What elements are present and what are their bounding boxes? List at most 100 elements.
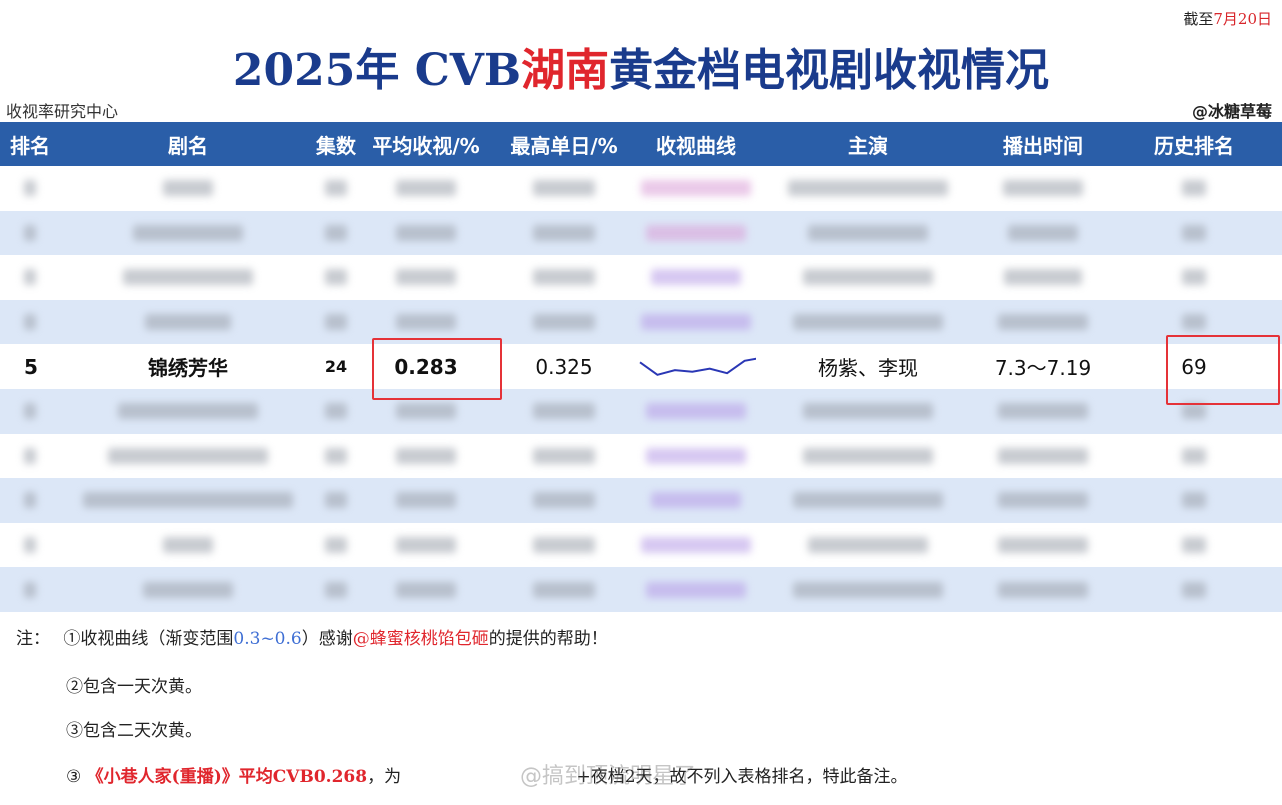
col-curve: 收视曲线: [656, 133, 736, 158]
as-of-date: 截至7月20日: [1183, 10, 1272, 28]
table-row: [0, 166, 1282, 211]
blurred-cell: [803, 403, 933, 420]
history-rank-highlight-box: [1166, 335, 1280, 405]
curve-cell: [636, 344, 756, 389]
table-row: [0, 388, 1282, 434]
note-2: ②包含一天次黄。: [66, 677, 202, 697]
col-history: 历史排名: [1154, 133, 1234, 158]
blurred-cell: [998, 314, 1088, 331]
blurred-curve: [646, 224, 746, 241]
title-suffix: 黄金档电视剧收视情况: [609, 45, 1050, 96]
blurred-cell: [533, 537, 595, 554]
blurred-cell: [24, 403, 36, 420]
col-rank: 排名: [10, 133, 50, 158]
blurred-cell: [133, 224, 243, 241]
blurred-cell: [24, 447, 36, 464]
blurred-cell: [808, 537, 928, 554]
blurred-cell: [808, 224, 928, 241]
title-prefix: 2025年 CVB: [232, 45, 522, 96]
episodes-cell: 24: [324, 357, 348, 377]
blurred-curve: [651, 269, 741, 286]
note-4: ③ 《小巷人家(重播)》平均CVB0.268，为 +夜档2天，故不列入表格排名，…: [66, 767, 908, 787]
blurred-curve: [641, 537, 751, 554]
title-region: 湖南: [521, 45, 610, 96]
blurred-cell: [24, 537, 36, 554]
blurred-cell: [533, 224, 595, 241]
blurred-cell: [1182, 314, 1206, 331]
blurred-cell: [1008, 224, 1078, 241]
source-label: 收视率研究中心: [6, 102, 119, 121]
blurred-curve: [646, 581, 746, 598]
blurred-cell: [1182, 269, 1206, 286]
col-max: 最高单日/%: [510, 133, 618, 158]
blurred-cell: [163, 537, 213, 554]
blurred-cell: [325, 224, 347, 241]
blurred-cell: [998, 581, 1088, 598]
blurred-cell: [793, 492, 943, 509]
blurred-cell: [1182, 537, 1206, 554]
blurred-cell: [788, 180, 948, 197]
blurred-cell: [533, 314, 595, 331]
blurred-cell: [1182, 224, 1206, 241]
table-row: [0, 523, 1282, 568]
blurred-cell: [998, 403, 1088, 420]
blurred-cell: [396, 447, 456, 464]
title-cell: 锦绣芳华: [148, 356, 228, 381]
blurred-cell: [1182, 581, 1206, 598]
blurred-cell: [998, 447, 1088, 464]
blurred-cell: [108, 447, 268, 464]
table-header: 排名 剧名 集数 平均收视/% 最高单日/% 收视曲线 主演 播出时间 历史排名: [0, 122, 1282, 166]
blurred-cell: [1182, 492, 1206, 509]
rank-cell: 5: [24, 354, 38, 379]
blurred-cell: [533, 269, 595, 286]
history-rank-cell: 69: [1181, 354, 1207, 379]
table-row-highlight: 5 锦绣芳华 24 0.283 0.325 杨紫、李现 7.3～7.19 69: [0, 344, 1282, 389]
blurred-cell: [793, 581, 943, 598]
blurred-cell: [325, 403, 347, 420]
max-daily-cell: 0.325: [535, 354, 593, 379]
ratings-table: 排名 剧名 集数 平均收视/% 最高单日/% 收视曲线 主演 播出时间 历史排名: [0, 122, 1282, 612]
blurred-cell: [1004, 269, 1082, 286]
blurred-cell: [396, 269, 456, 286]
table-row: [0, 255, 1282, 300]
blurred-cell: [803, 269, 933, 286]
blurred-cell: [24, 581, 36, 598]
blurred-cell: [793, 314, 943, 331]
blurred-cell: [325, 180, 347, 197]
rating-sparkline: [639, 357, 756, 376]
blurred-cell: [396, 581, 456, 598]
blurred-cell: [325, 269, 347, 286]
blurred-curve: [646, 447, 746, 464]
blurred-cell: [1182, 447, 1206, 464]
page-title: 2025年 CVB湖南黄金档电视剧收视情况: [0, 34, 1282, 98]
blurred-curve: [651, 492, 741, 509]
blurred-cell: [396, 180, 456, 197]
col-actors: 主演: [848, 133, 888, 158]
blurred-cell: [803, 447, 933, 464]
blurred-cell: [1182, 403, 1206, 420]
col-title: 剧名: [168, 133, 208, 158]
blurred-cell: [533, 447, 595, 464]
avg-rating-highlight-box: [372, 338, 502, 400]
table-row: [0, 210, 1282, 256]
blurred-cell: [24, 180, 36, 197]
blurred-cell: [118, 403, 258, 420]
blurred-cell: [325, 314, 347, 331]
blurred-cell: [533, 581, 595, 598]
watermark: @搞到顶流明星了: [520, 764, 697, 789]
blurred-cell: [123, 269, 253, 286]
col-avg: 平均收视/%: [372, 133, 480, 158]
blurred-cell: [24, 269, 36, 286]
avg-rating-cell: 0.283: [394, 354, 458, 379]
blurred-cell: [998, 492, 1088, 509]
blurred-cell: [83, 492, 293, 509]
blurred-cell: [533, 492, 595, 509]
sparkline-path: [639, 357, 756, 376]
blurred-cell: [24, 224, 36, 241]
note-3: ③包含二天次黄。: [66, 721, 202, 741]
blurred-cell: [533, 403, 595, 420]
author-handle: @冰糖草莓: [1191, 102, 1272, 121]
blurred-cell: [145, 314, 231, 331]
table-row: [0, 299, 1282, 345]
blurred-cell: [24, 492, 36, 509]
